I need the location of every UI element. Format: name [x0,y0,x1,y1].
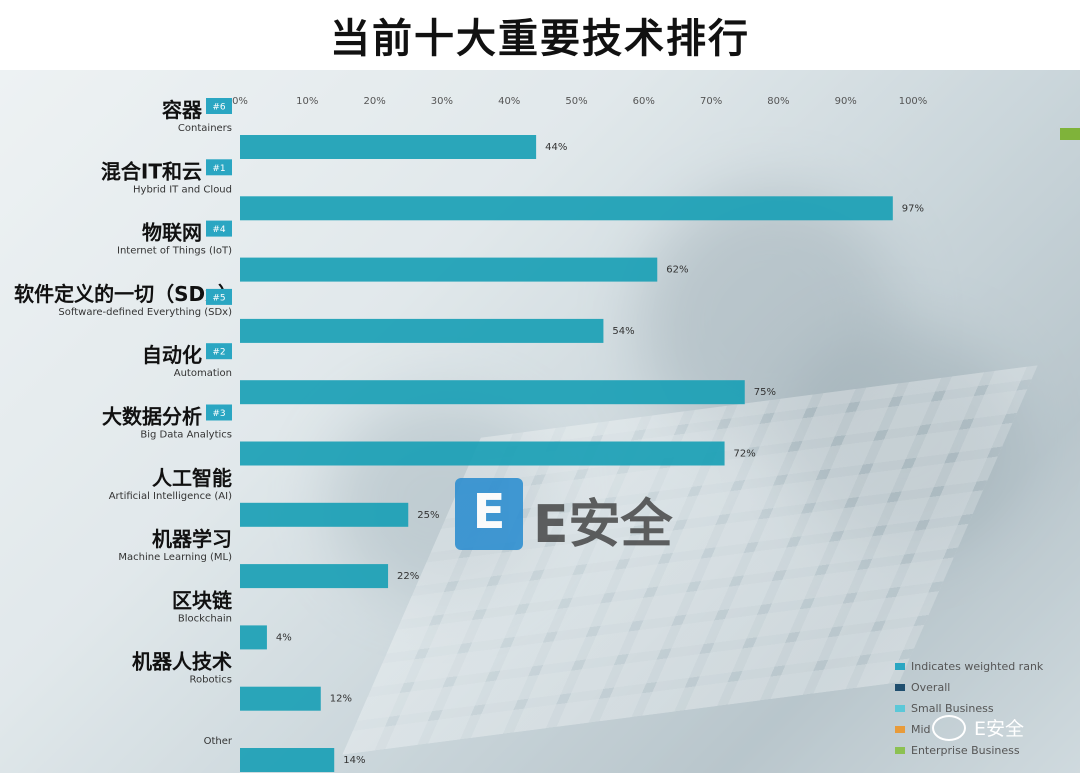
legend-item: Mid [895,719,1080,740]
category-label-en: Containers [178,123,232,134]
rank-badge-label: #4 [212,225,226,235]
category-label-en: Other [204,736,233,747]
category-label-cn: 机器学习 [152,527,232,551]
rank-badge [206,404,232,421]
bar-value-label: 4% [276,632,292,643]
rank-badge-label: #5 [212,293,225,303]
legend-item: Overall [895,677,1080,698]
legend-swatch [895,726,905,733]
legend-label: Overall [911,681,951,694]
rank-badge [206,159,232,176]
rank-badge-label: #6 [212,103,226,113]
rank-badge-label: #2 [212,348,225,358]
logo-mark-icon: E [455,478,523,550]
bar [240,748,335,772]
chart-legend: Indicates weighted rank Overall Small Busi… [895,656,1080,761]
rank-badge [206,343,232,360]
x-tick-label: 30% [431,96,453,107]
bar-value-label: 22% [397,571,419,582]
category-label-cn: 容器 [162,98,203,122]
bar-value-label: 75% [754,387,776,398]
category-label-cn: 软件定义的一切（SDx） [14,282,238,306]
watermark-text: E安全 [974,718,1025,740]
bar [240,564,389,589]
logo-wordmark: E安全 [533,495,673,555]
category-label-cn: 大数据分析 [102,405,202,429]
legend-item: Small Business [895,698,1080,719]
bar [240,257,658,282]
bar-value-label: 14% [343,755,365,766]
x-tick-label: 50% [565,96,587,107]
page-title: 当前十大重要技术排行 [330,16,750,62]
rank-badge-label: #3 [212,409,225,419]
x-tick-label: 80% [767,96,789,107]
category-label-cn: 人工智能 [152,466,232,490]
category-label-en: Artificial Intelligence (AI) [109,491,232,502]
x-tick-label: 10% [296,96,318,107]
category-label-en: Big Data Analytics [140,430,232,441]
bar-value-label: 25% [417,510,439,521]
bar [240,502,409,527]
bar-value-label: 97% [902,203,924,214]
bar [240,441,725,466]
category-label-en: Machine Learning (ML) [118,552,232,563]
x-tick-label: 60% [633,96,655,107]
legend-label: Mid [911,723,931,736]
bar-value-label: 44% [545,142,567,153]
bar [240,625,267,650]
legend-swatch [895,705,905,712]
rank-badge [206,220,232,237]
category-label-en: Software-defined Everything (SDx) [58,307,232,318]
legend-swatch [895,747,905,754]
bar [240,380,745,405]
green-tab-marker [1060,128,1080,140]
bar-value-label: 62% [666,265,688,276]
wechat-icon [932,714,966,741]
wechat-watermark: E安全 [932,714,1024,741]
rank-badge [206,288,232,305]
category-label-cn: 区块链 [172,588,233,612]
legend-item: Indicates weighted rank [895,656,1080,677]
legend-label: Small Business [911,702,994,715]
rank-badge [206,98,232,114]
category-label-en: Robotics [190,675,233,686]
legend-item: Enterprise Business [895,740,1080,761]
x-tick-label: 100% [899,96,928,107]
bar-value-label: 54% [612,326,634,337]
bar [240,318,604,343]
category-label-en: Hybrid IT and Cloud [133,184,232,195]
x-tick-label: 90% [835,96,857,107]
bar-value-label: 12% [330,694,352,705]
x-tick-label: 0% [232,96,248,107]
legend-swatch [895,684,905,691]
legend-label: Indicates weighted rank [911,660,1044,673]
legend-label: Enterprise Business [911,744,1020,757]
bar [240,135,537,159]
category-label-cn: 机器人技术 [132,650,232,674]
x-tick-label: 20% [363,96,385,107]
category-label-en: Blockchain [178,613,232,624]
bar [240,196,893,221]
category-label-cn: 自动化 [142,343,202,367]
x-tick-label: 70% [700,96,722,107]
rank-badge-label: #1 [212,164,225,174]
category-label-cn: 混合IT和云 [101,159,202,183]
bar [240,686,321,711]
bar-value-label: 72% [734,449,756,460]
category-label-en: Automation [174,368,232,379]
legend-swatch [895,663,905,670]
keyboard-background-image [0,70,1080,773]
category-label-cn: 物联网 [142,221,202,245]
e-anquan-logo: E E安全 [455,478,745,555]
x-tick-label: 40% [498,96,520,107]
category-label-en: Internet of Things (IoT) [117,246,232,257]
